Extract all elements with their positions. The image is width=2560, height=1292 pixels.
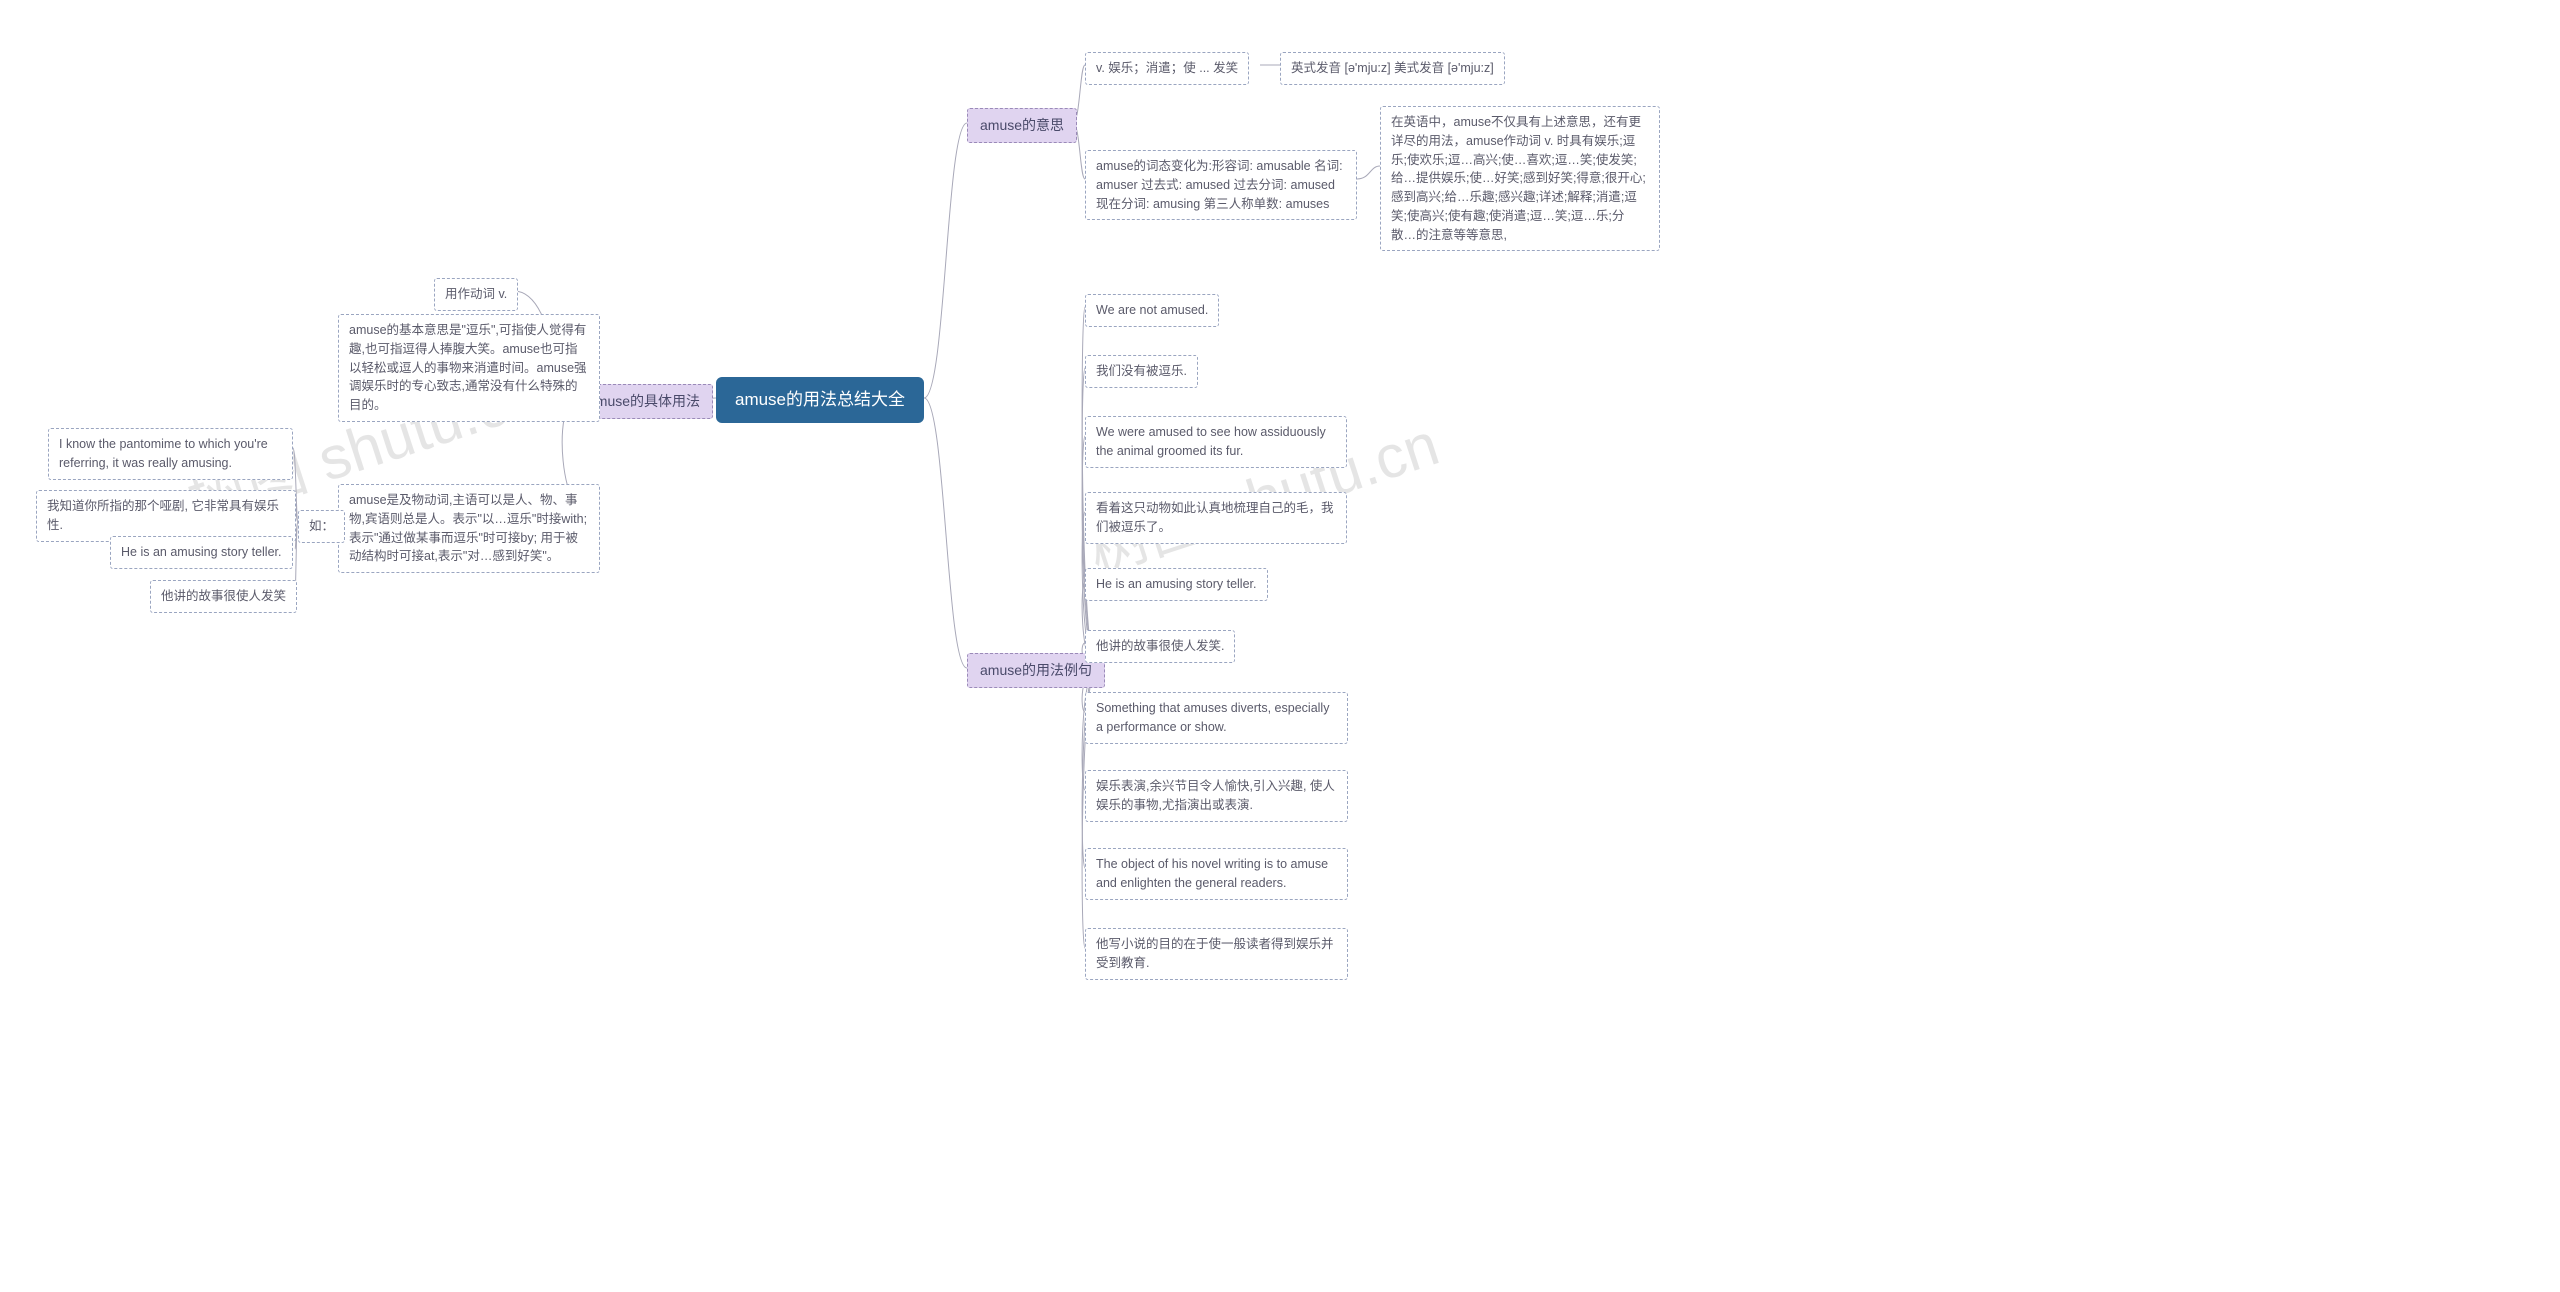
leaf-node[interactable]: v. 娱乐；消遣；使 ... 发笑 [1085, 52, 1249, 85]
leaf-node[interactable]: amuse的基本意思是"逗乐",可指使人觉得有趣,也可指逗得人捧腹大笑。amus… [338, 314, 600, 422]
leaf-node[interactable]: He is an amusing story teller. [110, 536, 293, 569]
leaf-node[interactable]: 他讲的故事很使人发笑. [1085, 630, 1235, 663]
leaf-node[interactable]: 我知道你所指的那个哑剧, 它非常具有娱乐性. [36, 490, 296, 542]
leaf-node[interactable]: 我们没有被逗乐. [1085, 355, 1198, 388]
leaf-node[interactable]: 用作动词 v. [434, 278, 518, 311]
leaf-node[interactable]: amuse是及物动词,主语可以是人、物、事物,宾语则总是人。表示"以…逗乐"时接… [338, 484, 600, 573]
leaf-node[interactable]: 英式发音 [ə'mju:z] 美式发音 [ə'mju:z] [1280, 52, 1505, 85]
leaf-node[interactable]: 在英语中，amuse不仅具有上述意思，还有更详尽的用法，amuse作动词 v. … [1380, 106, 1660, 251]
leaf-node[interactable]: I know the pantomime to which you're ref… [48, 428, 293, 480]
leaf-node[interactable]: Something that amuses diverts, especiall… [1085, 692, 1348, 744]
leaf-node[interactable]: 看着这只动物如此认真地梳理自己的毛，我们被逗乐了。 [1085, 492, 1347, 544]
leaf-node[interactable]: The object of his novel writing is to am… [1085, 848, 1348, 900]
leaf-node[interactable]: 他写小说的目的在于使一般读者得到娱乐并受到教育. [1085, 928, 1348, 980]
leaf-node[interactable]: We are not amused. [1085, 294, 1219, 327]
leaf-node[interactable]: amuse的词态变化为:形容词: amusable 名词: amuser 过去式… [1085, 150, 1357, 220]
root-node[interactable]: amuse的用法总结大全 [716, 377, 924, 423]
leaf-node[interactable]: He is an amusing story teller. [1085, 568, 1268, 601]
branch-meaning[interactable]: amuse的意思 [967, 108, 1077, 143]
leaf-node[interactable]: 娱乐表演,余兴节目令人愉快,引入兴趣, 使人娱乐的事物,尤指演出或表演. [1085, 770, 1348, 822]
leaf-node[interactable]: We were amused to see how assiduously th… [1085, 416, 1347, 468]
leaf-node[interactable]: 他讲的故事很使人发笑 [150, 580, 297, 613]
leaf-node-connector[interactable]: 如： [298, 510, 345, 543]
